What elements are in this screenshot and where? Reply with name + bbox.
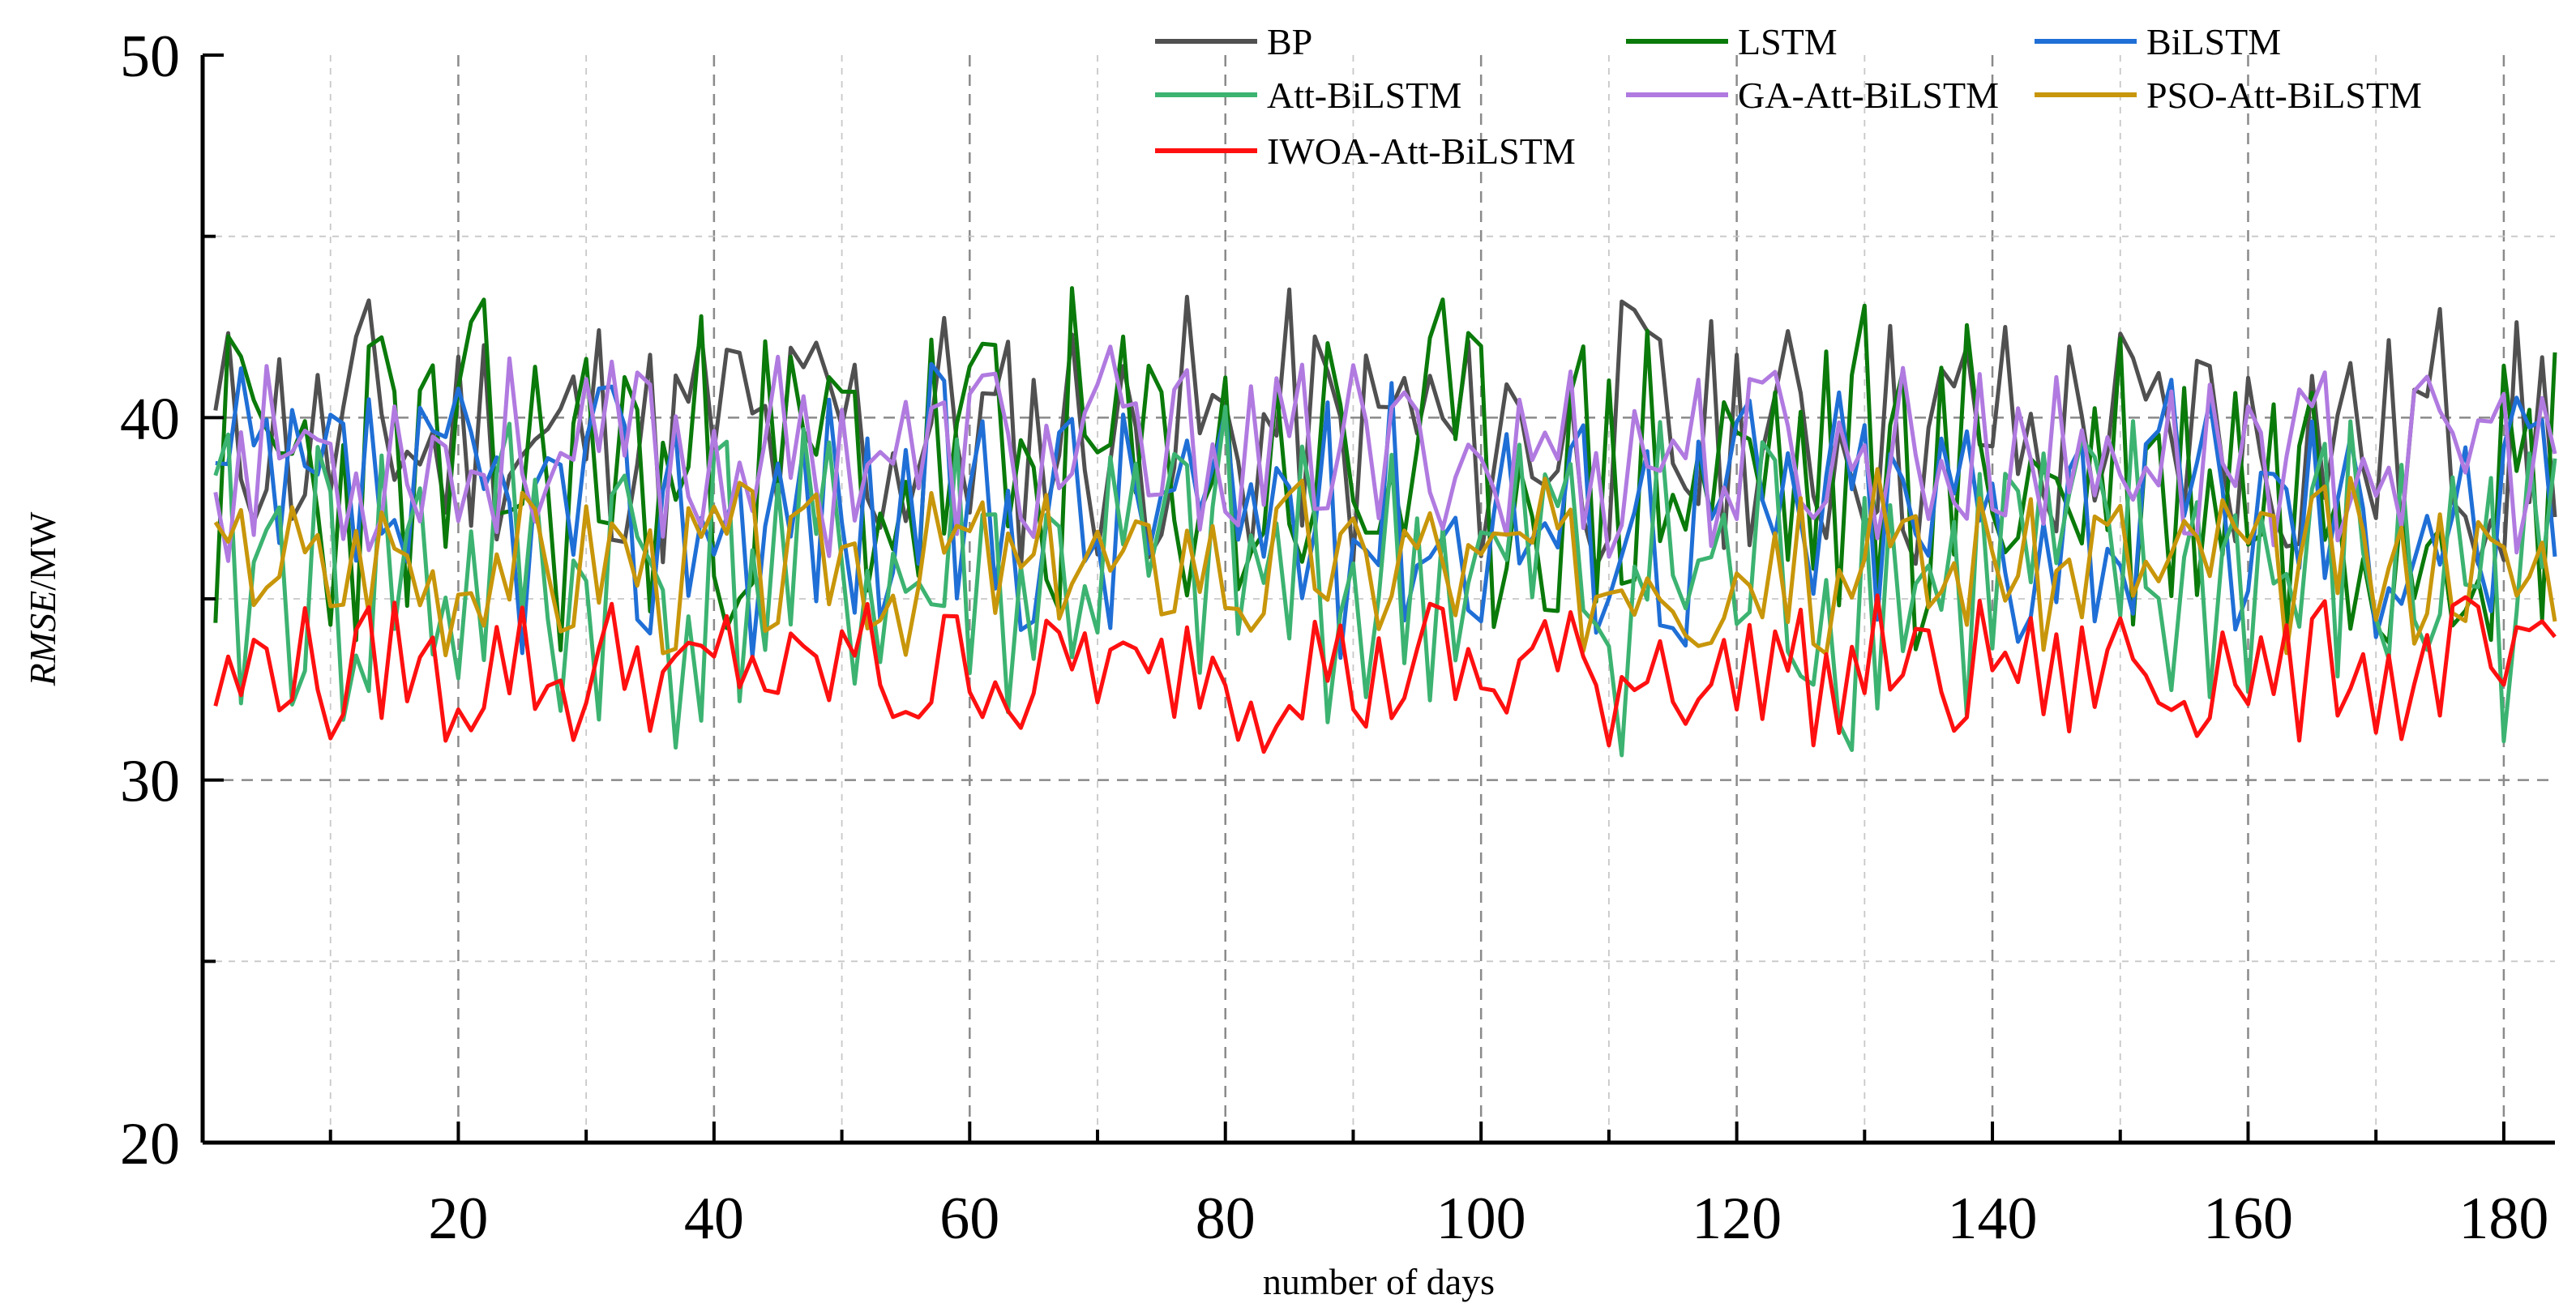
series-line-Att-BiLSTM (213, 404, 2557, 758)
y-tick-label: 20 (120, 1111, 180, 1177)
tick-labels: 20 40 60 80 100 120 140 160 180 20 30 40 50 (120, 24, 2548, 1252)
series-line-GA-Att-BiLSTM (213, 344, 2557, 563)
legend-label-GA-Att-BiLSTM: GA-Att-BiLSTM (1738, 75, 1999, 116)
x-tick-label: 140 (1948, 1186, 2038, 1252)
x-tick-label: 100 (1436, 1186, 1526, 1252)
x-tick-label: 80 (1196, 1186, 1256, 1252)
legend: BP LSTM BiLSTM Att-BiLSTM GA-Att-BiLSTM PSO-A… (1155, 21, 2422, 172)
y-axis-title-italic: RMSE (22, 591, 63, 687)
x-tick-label: 20 (428, 1186, 488, 1252)
tick-marks (203, 53, 2505, 1143)
legend-label-BP: BP (1267, 21, 1312, 62)
series-line-PSO-Att-BiLSTM (213, 467, 2557, 658)
legend-label-IWOA-Att-BiLSTM: IWOA-Att-BiLSTM (1267, 130, 1576, 172)
x-tick-label: 60 (939, 1186, 999, 1252)
y-axis-title: RMSE/MW (22, 511, 63, 686)
x-tick-label: 40 (684, 1186, 744, 1252)
y-tick-label: 40 (120, 386, 180, 452)
legend-label-PSO-Att-BiLSTM: PSO-Att-BiLSTM (2146, 75, 2422, 116)
x-axis-title: number of days (1263, 1261, 1495, 1302)
y-tick-label: 30 (120, 749, 180, 815)
legend-label-Att-BiLSTM: Att-BiLSTM (1267, 75, 1461, 116)
x-tick-label: 120 (1692, 1186, 1782, 1252)
x-tick-label: 160 (2203, 1186, 2293, 1252)
legend-label-BiLSTM: BiLSTM (2146, 21, 2281, 62)
legend-label-LSTM: LSTM (1738, 21, 1838, 62)
x-tick-label: 180 (2458, 1186, 2548, 1252)
series-line-IWOA-Att-BiLSTM (213, 593, 2557, 754)
y-axis-title-unit: /MW (22, 511, 63, 591)
y-tick-label: 50 (120, 24, 180, 90)
series-lines (213, 286, 2557, 758)
